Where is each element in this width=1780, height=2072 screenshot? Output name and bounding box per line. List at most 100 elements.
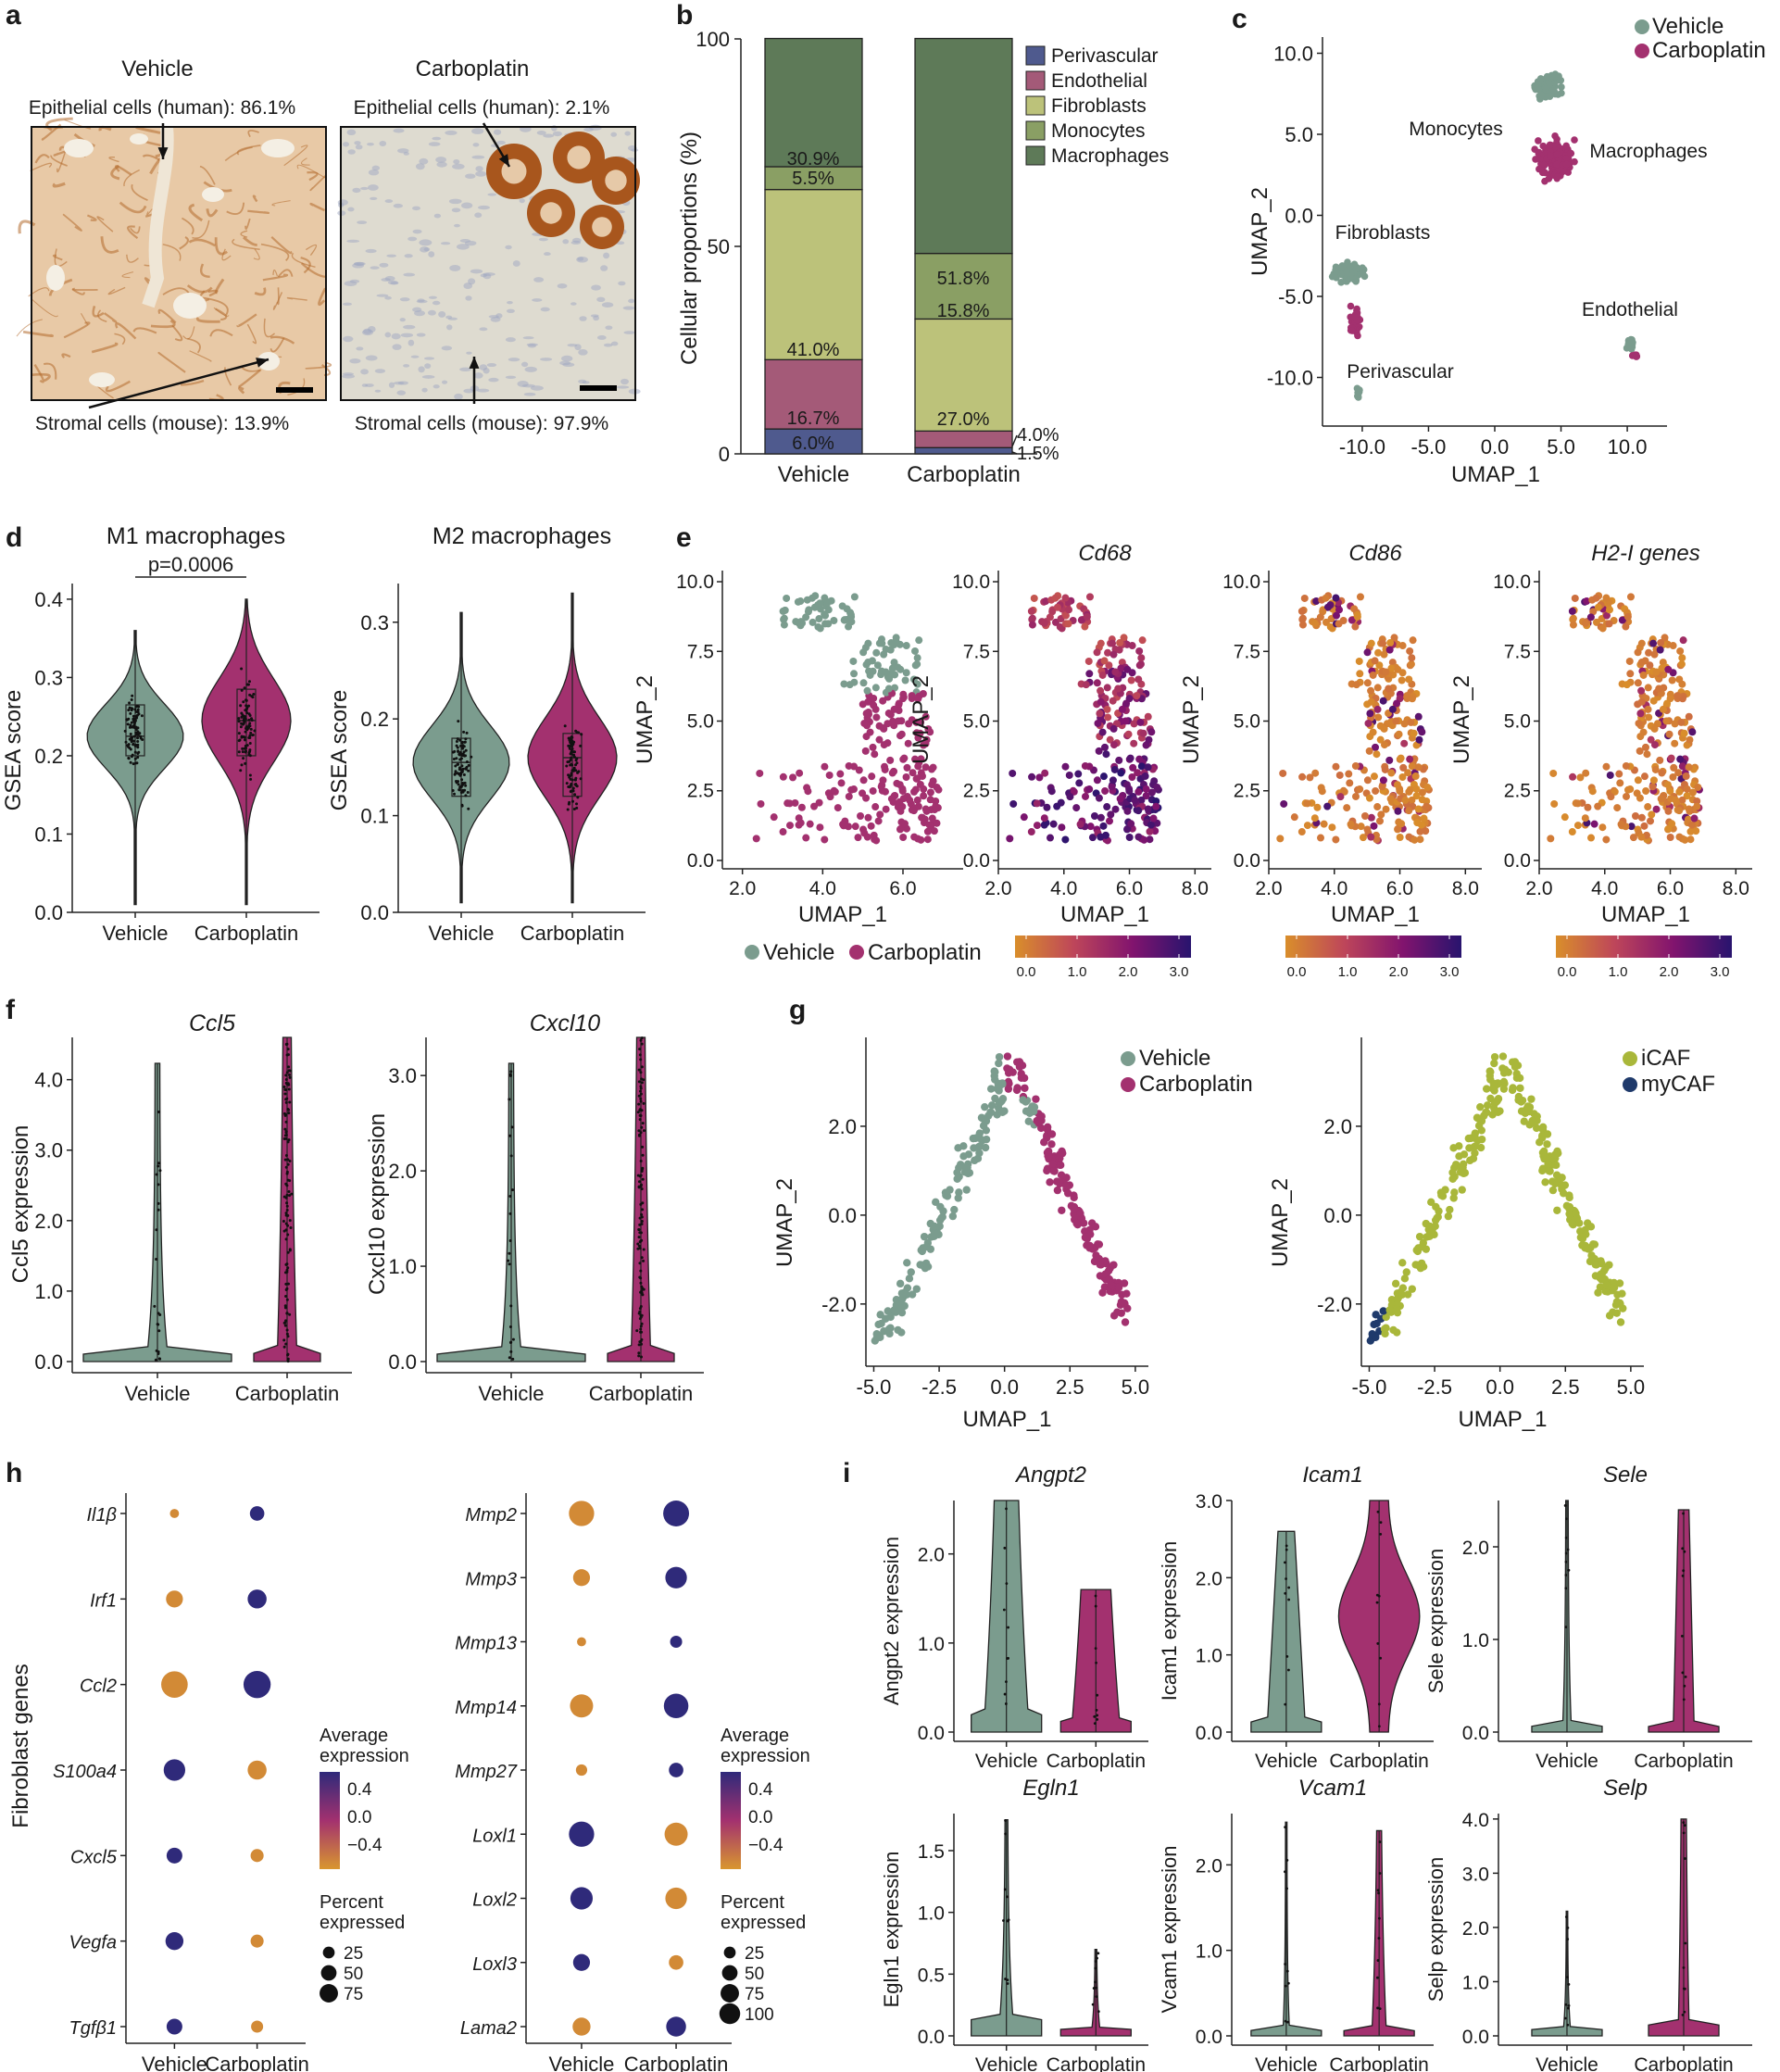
umap-point [1398,676,1406,684]
umap-point [1398,642,1407,650]
umap-point [1108,783,1116,791]
umap-point [1083,1233,1091,1241]
nucleus [592,217,612,237]
jitter-point [637,1068,641,1072]
jitter-point [1378,1840,1382,1843]
umap-point [1391,1279,1400,1288]
umap-point [1355,657,1363,665]
legend-label: Vehicle [763,940,834,965]
umap-point [1338,262,1346,270]
cell-membrane-stain [224,367,232,386]
stromal-nucleus [512,260,520,267]
umap-point [1360,812,1369,821]
umap-point [860,719,869,727]
size-key-label: 100 [745,2005,774,2025]
umap-point [1668,820,1676,828]
jitter-point [453,792,457,796]
umap-point [1323,603,1332,611]
umap-point [926,728,934,736]
x-tick-label: Carboplatin [1047,2054,1146,2072]
umap-point [1025,1109,1034,1118]
y-tick-label: 1.0 [1196,1941,1222,1963]
umap-point [1612,1309,1622,1317]
stromal-nucleus [436,161,447,168]
panel-label-h: h [6,1458,22,1488]
jitter-point [1284,1870,1286,1874]
stromal-nucleus [438,310,446,318]
umap-point [1041,769,1049,777]
jitter-point [1284,2019,1287,2023]
cell-membrane-stain [200,296,229,316]
x-tick-label: Vehicle [548,2053,614,2072]
umap-point [1104,713,1112,722]
x-tick-label: Carboplatin [1329,1751,1428,1772]
stromal-nucleus [368,184,379,191]
x-tick-label: 0.0 [1481,435,1510,458]
umap-point [1127,676,1135,684]
jitter-point [466,791,470,795]
jitter-point [451,788,455,792]
jitter-point [1378,1872,1382,1875]
umap-point [845,761,853,770]
umap-point [1548,1186,1558,1195]
cell-membrane-stain [276,287,280,306]
umap-point [1094,719,1102,727]
umap-point [886,646,895,654]
umap-point [864,639,872,647]
umap-point [1679,636,1687,645]
panel-c: -10.0 -5.0 0.0 5.0 10.0-10.0-5.00.05.010.0UM… [1247,14,1766,487]
jitter-point [638,1089,642,1093]
umap-point [1482,1085,1491,1093]
y-tick-label: 0.0 [388,1350,417,1374]
jitter-point [637,1228,641,1232]
umap-point [1110,765,1119,773]
umap-point [1374,713,1383,722]
umap-point [1118,705,1126,713]
umap-point [1551,1161,1561,1170]
cell-membrane-stain [199,165,216,185]
cell-membrane-stain [286,296,307,301]
jitter-point [1004,1702,1008,1705]
umap-point [1663,781,1672,789]
umap-point [1096,1261,1104,1269]
gene-label: Ccl2 [80,1676,117,1697]
umap-point [976,1142,984,1150]
umap-point [1666,787,1674,796]
jitter-point [247,718,251,722]
cell-membrane-stain [246,323,257,345]
umap-point [864,813,872,822]
jitter-point [569,784,572,787]
jitter-point [570,789,573,793]
umap-point [1539,142,1548,150]
stromal-nucleus [360,369,369,375]
umap-point [897,1304,906,1313]
x-tick-label: 8.0 [1452,878,1479,899]
y-axis-label: Sele expression [1424,1549,1448,1694]
umap-point [1333,273,1340,282]
legend-swatch [1025,145,1046,166]
x-tick-label: Vehicle [1536,2054,1598,2072]
umap-point [1658,769,1666,777]
jitter-point [1563,1504,1567,1507]
umap-point [1033,799,1041,808]
box [451,737,471,797]
stromal-nucleus [393,203,404,208]
umap-point [802,834,810,842]
stromal-nucleus [623,331,635,334]
umap-point [1490,1083,1498,1091]
cell-membrane-stain [162,244,182,261]
jitter-point [282,1086,286,1089]
umap-point [1139,729,1147,737]
jitter-point [1004,1978,1007,1980]
umap-point [1405,787,1413,796]
jitter-point [1097,1952,1100,1955]
umap-point [1382,805,1390,813]
cell-membrane-stain [232,238,260,250]
stromal-nucleus [393,381,405,385]
umap-point [1644,803,1652,811]
umap-point [1109,741,1118,749]
x-tick-label: Carboplatin [1634,2054,1733,2072]
y-tick-label: 4.0 [1462,1810,1489,1831]
gene-label: Mmp3 [465,1569,517,1589]
